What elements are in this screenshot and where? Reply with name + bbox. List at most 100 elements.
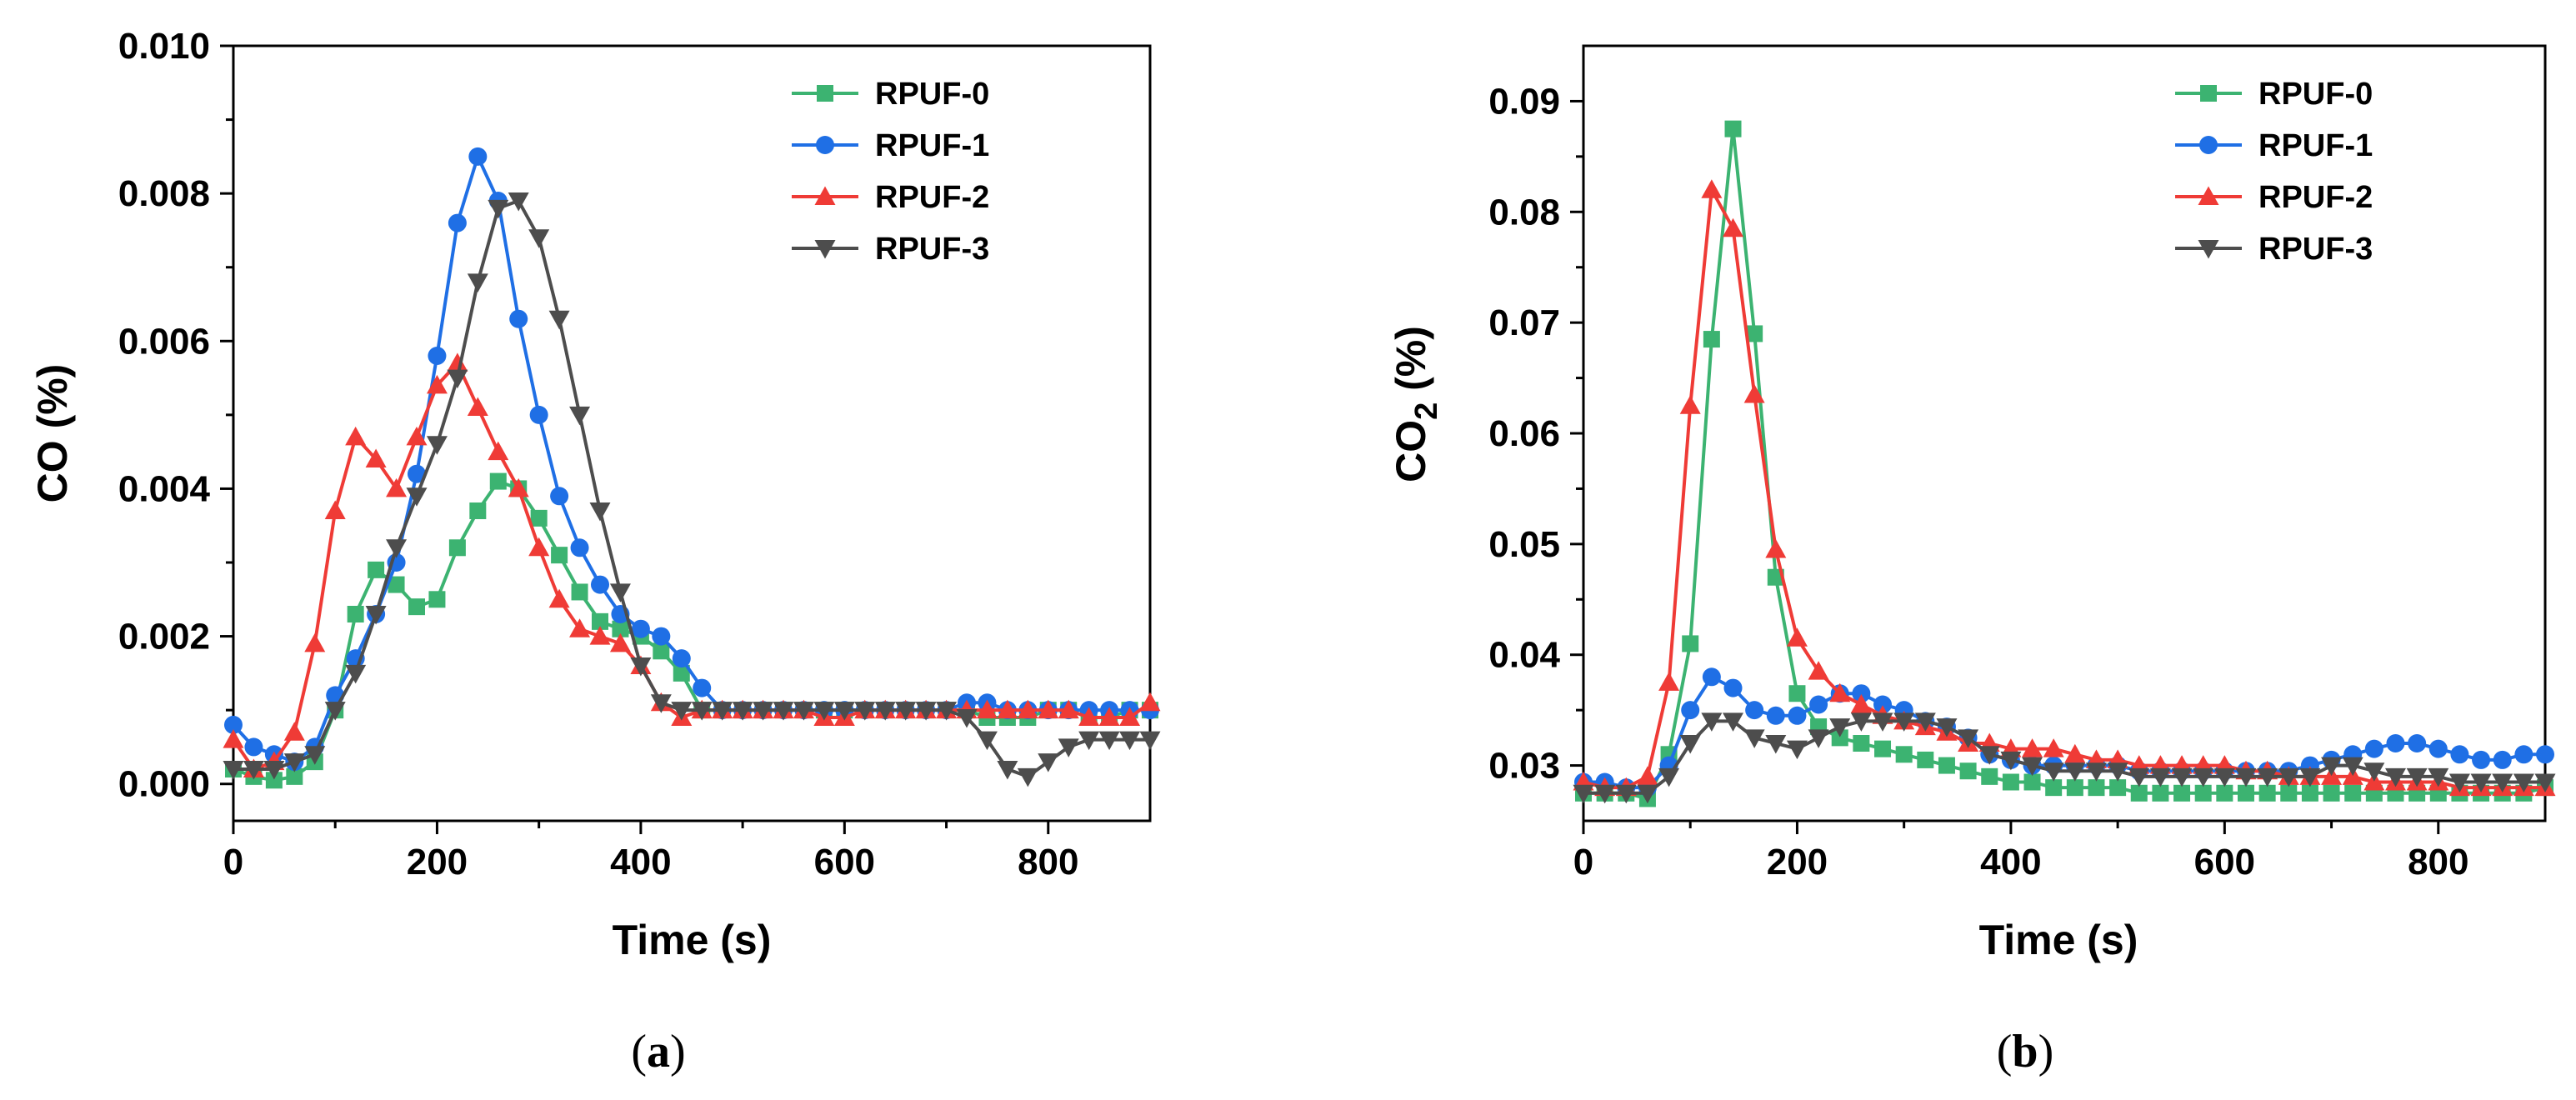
data-point bbox=[223, 761, 244, 780]
data-point bbox=[2173, 784, 2191, 802]
data-point bbox=[2200, 85, 2217, 102]
data-point bbox=[2194, 784, 2212, 802]
plot-frame bbox=[1582, 44, 2547, 822]
data-point bbox=[1893, 712, 1915, 732]
data-point bbox=[1874, 740, 1892, 758]
data-point bbox=[1038, 699, 1059, 719]
data-point bbox=[816, 136, 834, 154]
data-point bbox=[1139, 731, 1161, 751]
data-point bbox=[936, 702, 958, 721]
data-point bbox=[1917, 751, 1934, 768]
series-line bbox=[1583, 188, 2545, 790]
data-point bbox=[1723, 678, 1743, 698]
data-point bbox=[1850, 712, 1872, 732]
series-line bbox=[232, 154, 1150, 764]
legend-label: RPUF-0 bbox=[875, 77, 989, 112]
data-point bbox=[1658, 768, 1680, 788]
legend-label: RPUF-1 bbox=[2258, 128, 2373, 163]
data-point bbox=[2066, 779, 2083, 797]
data-point bbox=[652, 627, 671, 646]
data-point bbox=[2257, 768, 2278, 788]
data-point bbox=[1679, 395, 1701, 414]
data-point bbox=[345, 664, 367, 684]
panel-label-letter: a bbox=[647, 1026, 670, 1078]
data-point bbox=[2492, 773, 2513, 792]
data-point bbox=[365, 448, 387, 468]
data-point bbox=[243, 761, 264, 780]
data-point bbox=[712, 702, 733, 721]
data-point bbox=[1098, 707, 1120, 726]
data-point bbox=[2085, 762, 2107, 782]
legend: RPUF-0 RPUF-1 RPUF-2 RPUF-3 bbox=[2175, 77, 2373, 267]
data-point bbox=[2472, 750, 2491, 769]
data-point bbox=[591, 575, 609, 594]
data-point bbox=[1724, 120, 1742, 138]
data-point bbox=[1658, 672, 1680, 691]
data-point bbox=[488, 441, 509, 461]
data-point bbox=[2278, 768, 2299, 788]
data-point bbox=[528, 537, 550, 557]
legend-label: RPUF-0 bbox=[2258, 77, 2373, 112]
data-point bbox=[426, 374, 448, 394]
panel-label-close: ) bbox=[670, 1026, 686, 1078]
panel-label-letter: b bbox=[2012, 1026, 2038, 1078]
data-point bbox=[1637, 766, 1658, 785]
data-point bbox=[2022, 738, 2043, 758]
series-rpuf-0 bbox=[225, 472, 1158, 789]
data-point bbox=[426, 436, 448, 455]
data-point bbox=[609, 632, 631, 652]
data-point bbox=[1831, 729, 1848, 747]
data-point bbox=[997, 699, 1018, 719]
y-tick-label: 0.07 bbox=[1488, 302, 1560, 343]
data-point bbox=[489, 472, 507, 490]
data-point bbox=[1765, 539, 1787, 558]
data-point bbox=[630, 658, 652, 677]
data-point bbox=[488, 199, 509, 219]
data-point bbox=[428, 591, 446, 608]
data-point bbox=[874, 702, 896, 721]
data-point bbox=[1743, 384, 1765, 403]
data-point bbox=[263, 761, 285, 780]
data-point bbox=[508, 192, 529, 212]
data-point bbox=[1078, 707, 1100, 726]
data-point bbox=[467, 397, 488, 416]
legend-label: RPUF-3 bbox=[875, 232, 989, 267]
data-point bbox=[1808, 729, 1829, 748]
legend-label: RPUF-2 bbox=[875, 180, 989, 215]
data-point bbox=[1852, 684, 1871, 703]
data-point bbox=[2199, 136, 2218, 154]
data-point bbox=[406, 426, 428, 446]
data-point bbox=[854, 702, 876, 721]
data-point bbox=[1850, 694, 1872, 713]
x-tick-label: 600 bbox=[2194, 842, 2255, 882]
data-point bbox=[1938, 757, 1955, 774]
data-point bbox=[915, 702, 937, 721]
data-point bbox=[1679, 735, 1701, 754]
data-point bbox=[813, 702, 835, 721]
data-point bbox=[551, 547, 568, 564]
data-point bbox=[732, 702, 753, 721]
series-rpuf-2 bbox=[1573, 179, 2556, 797]
data-point bbox=[2386, 734, 2405, 752]
data-point bbox=[895, 702, 917, 721]
data-point bbox=[529, 405, 548, 424]
data-point bbox=[569, 618, 591, 638]
data-point bbox=[1119, 731, 1141, 751]
data-point bbox=[1723, 218, 1744, 238]
y-tick-label: 0.05 bbox=[1488, 524, 1560, 565]
axis-ticks: 0 200 400 600 800 0.000 0.002 0.004 0.006 0.008 0.… bbox=[118, 26, 1079, 882]
data-point bbox=[1615, 784, 1637, 804]
x-axis-title: Time (s) bbox=[1979, 917, 2138, 963]
data-point bbox=[1701, 179, 1723, 198]
y-axis-title: CO2 (%) bbox=[1388, 326, 1444, 482]
data-point bbox=[1682, 635, 1699, 652]
data-point bbox=[653, 642, 670, 660]
data-point bbox=[2023, 773, 2041, 791]
data-point bbox=[2064, 743, 2086, 763]
data-point bbox=[814, 240, 836, 259]
data-point bbox=[1936, 718, 1958, 738]
data-point bbox=[447, 369, 468, 389]
data-point bbox=[2408, 734, 2427, 752]
data-point bbox=[1098, 731, 1120, 751]
y-tick-label: 0.03 bbox=[1488, 746, 1560, 787]
